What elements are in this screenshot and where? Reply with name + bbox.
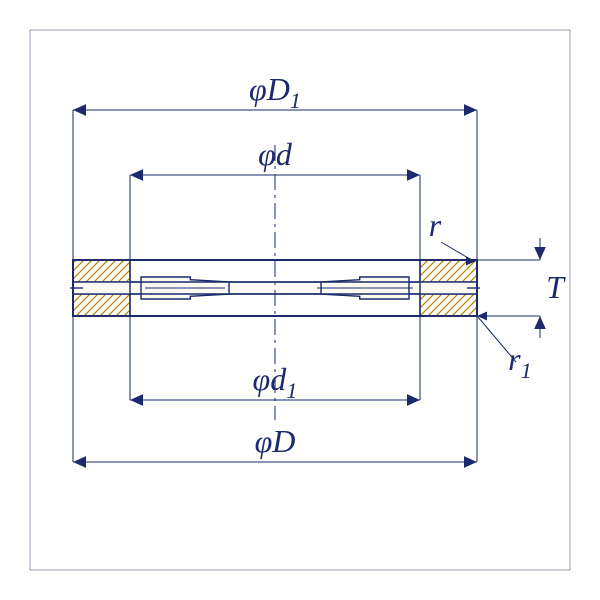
svg-text:φD: φD — [255, 423, 296, 459]
svg-text:φd: φd — [258, 136, 293, 172]
svg-text:φd1: φd1 — [253, 361, 298, 403]
svg-text:T: T — [546, 269, 566, 305]
svg-text:r: r — [429, 207, 442, 243]
svg-text:φD1: φD1 — [249, 71, 301, 113]
svg-text:r1: r1 — [508, 341, 532, 383]
